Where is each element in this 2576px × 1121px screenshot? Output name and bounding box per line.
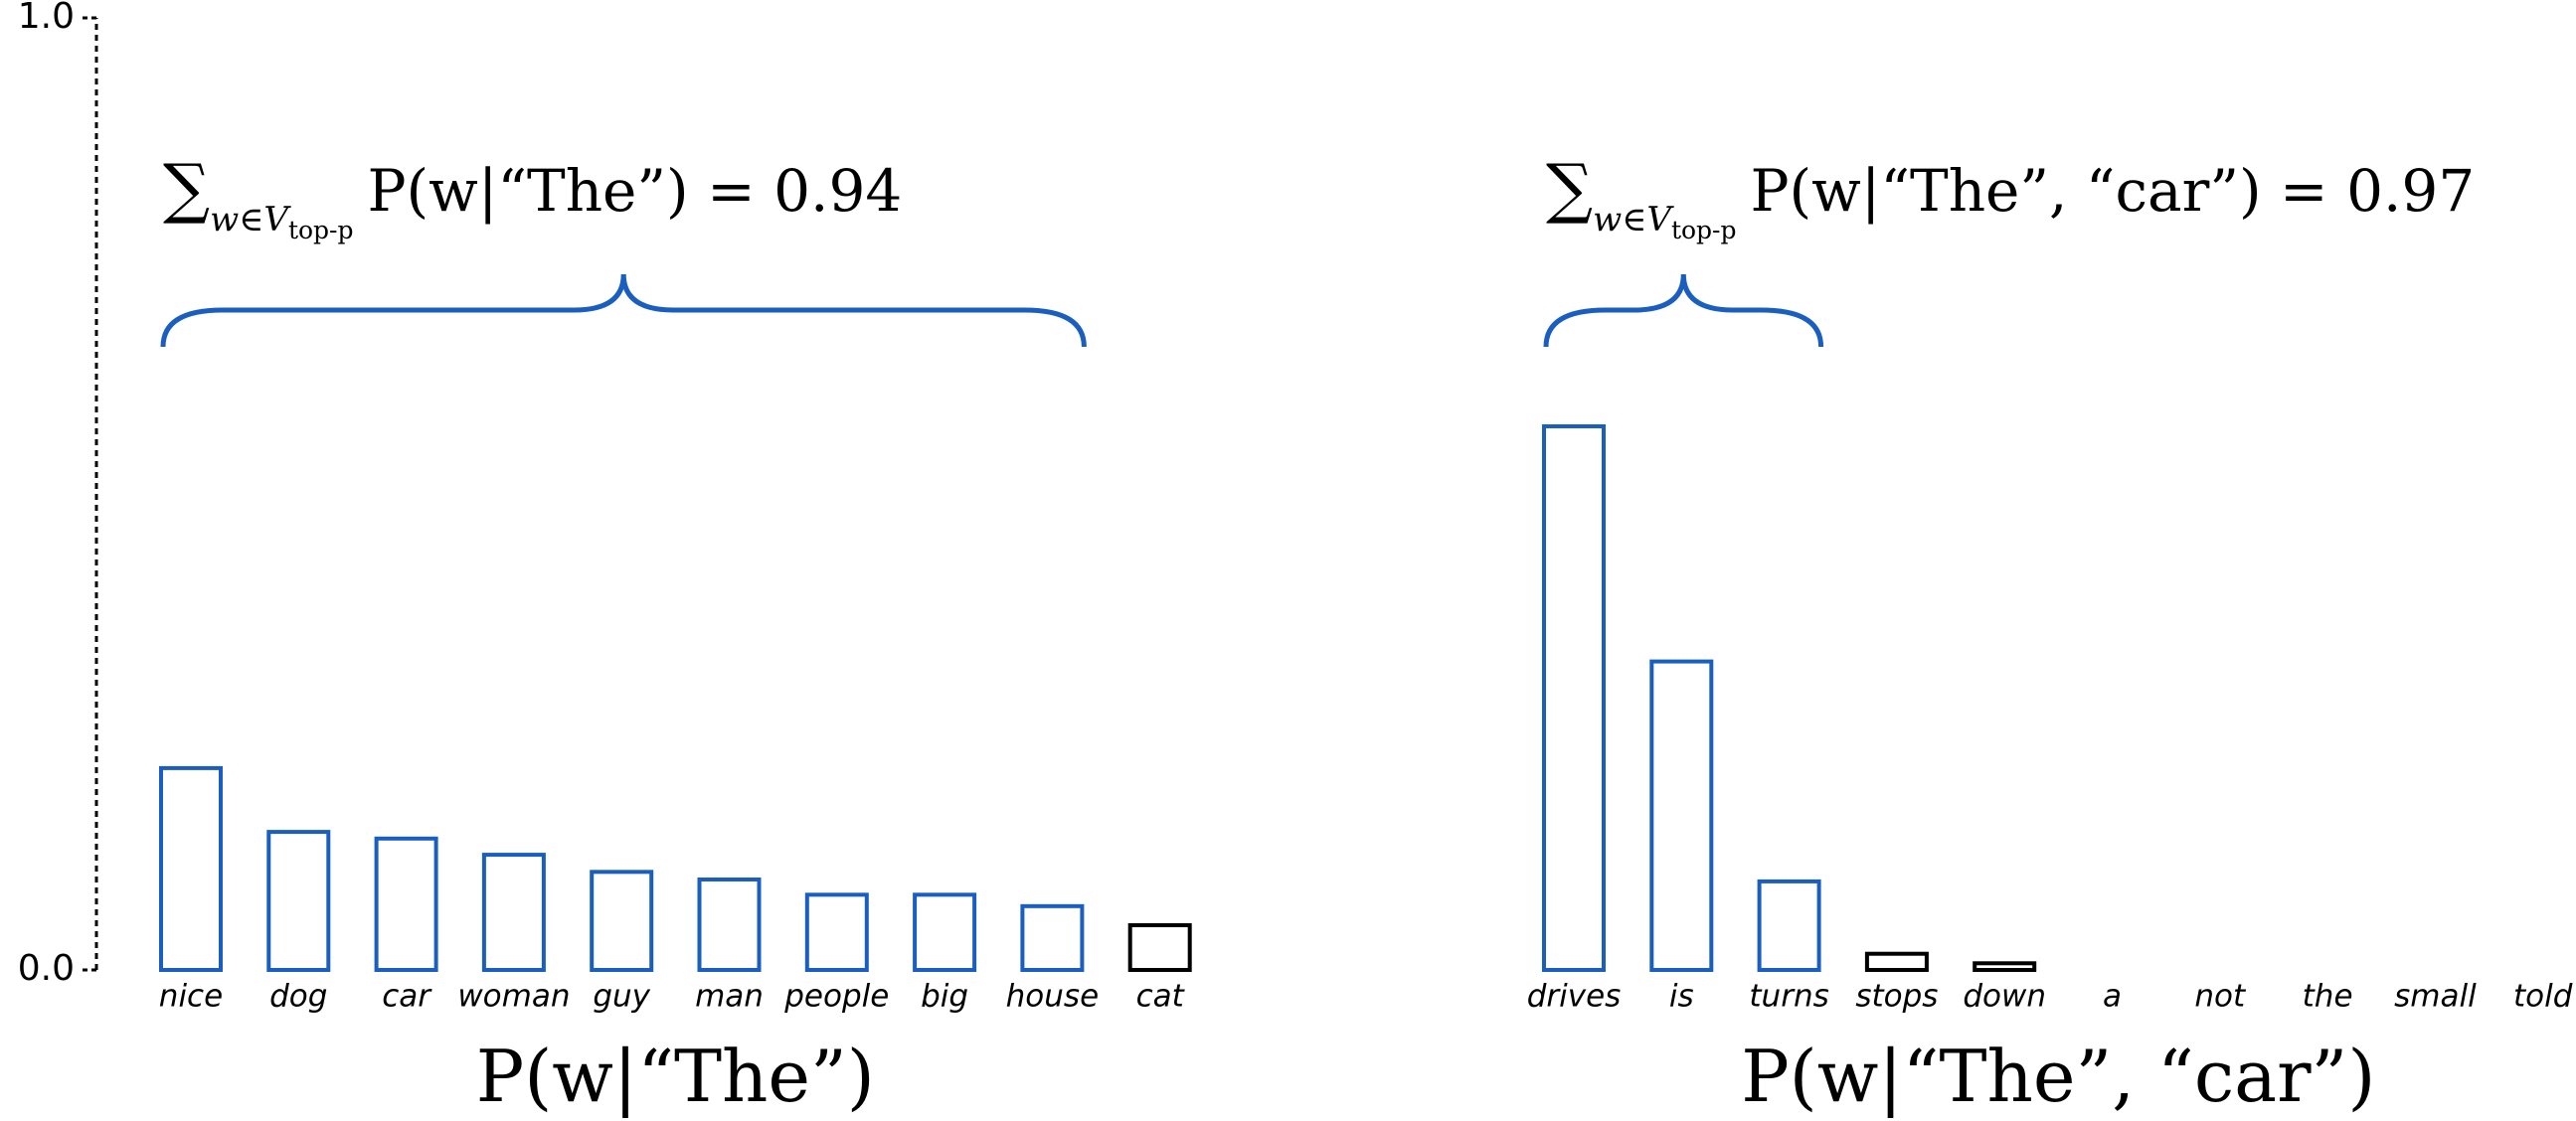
sum-symbol: ∑ — [1546, 150, 1593, 227]
bar — [804, 892, 869, 972]
bar — [1757, 879, 1821, 973]
x-tick-label: woman — [457, 979, 570, 1015]
bar — [590, 870, 654, 972]
x-tick-label: car — [382, 979, 432, 1015]
bar — [1864, 951, 1929, 972]
annotation: ∑w∈Vtop-p P(w|“The”, “car”) = 0.97 — [1546, 150, 2475, 244]
subsubscript: top-p — [288, 216, 354, 244]
subscript: w∈V — [210, 200, 291, 240]
x-tick-label: guy — [593, 979, 650, 1015]
subsubscript: top-p — [1671, 216, 1737, 244]
sum-symbol: ∑ — [163, 150, 210, 227]
x-tick-label: drives — [1527, 979, 1622, 1015]
bar — [913, 892, 977, 972]
bar — [1973, 961, 2037, 973]
x-tick-label: a — [2103, 979, 2122, 1015]
x-tick-label: house — [1006, 979, 1099, 1015]
bar — [1542, 423, 1606, 972]
x-tick-label: is — [1669, 979, 1694, 1015]
x-tick-label: big — [921, 979, 968, 1015]
bar — [697, 877, 762, 972]
annotation: ∑w∈Vtop-p P(w|“The”) = 0.94 — [163, 150, 902, 244]
x-tick-label: cat — [1136, 979, 1186, 1015]
bar — [159, 765, 223, 972]
annotation-text: P(w|“The”) = 0.94 — [368, 157, 903, 225]
brace — [160, 273, 1087, 348]
x-axis-label: P(w|“The”) — [476, 1035, 875, 1118]
y-tick-label: 0.0 — [18, 948, 75, 989]
x-tick-label: not — [2194, 979, 2247, 1015]
bar — [374, 836, 438, 973]
x-axis-label: P(w|“The”, “car”) — [1741, 1035, 2375, 1118]
x-tick-label: small — [2394, 979, 2477, 1015]
bar — [481, 853, 546, 972]
subscript: w∈V — [1593, 200, 1674, 240]
x-tick-label: people — [783, 979, 889, 1015]
y-tick-label: 1.0 — [18, 0, 75, 37]
annotation-text: P(w|“The”, “car”) = 0.97 — [1751, 157, 2476, 225]
x-tick-label: the — [2303, 979, 2353, 1015]
x-tick-label: told — [2513, 979, 2573, 1015]
x-tick-label: stops — [1855, 979, 1938, 1015]
x-tick-label: man — [695, 979, 764, 1015]
bar — [1020, 903, 1085, 973]
bar — [1127, 922, 1192, 972]
x-tick-label: nice — [159, 979, 223, 1015]
bar — [1649, 659, 1714, 972]
brace — [1543, 273, 1824, 348]
x-tick-label: dog — [269, 979, 327, 1015]
bar — [266, 830, 331, 973]
x-tick-label: turns — [1749, 979, 1828, 1015]
x-tick-label: down — [1963, 979, 2046, 1015]
